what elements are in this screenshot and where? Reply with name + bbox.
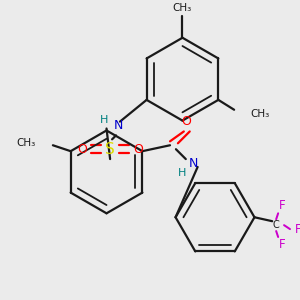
Text: S: S: [105, 142, 115, 157]
Text: CH₃: CH₃: [250, 109, 269, 119]
Text: F: F: [279, 238, 285, 251]
Text: H: H: [178, 168, 186, 178]
Text: CH₃: CH₃: [173, 3, 192, 13]
Text: O: O: [133, 143, 143, 156]
Text: O: O: [181, 115, 191, 128]
Text: H: H: [100, 115, 108, 124]
Text: O: O: [77, 143, 87, 156]
Text: N: N: [189, 157, 198, 169]
Text: F: F: [279, 199, 285, 212]
Text: N: N: [113, 119, 123, 132]
Text: C: C: [273, 220, 280, 230]
Text: CH₃: CH₃: [16, 138, 35, 148]
Text: F: F: [295, 223, 300, 236]
